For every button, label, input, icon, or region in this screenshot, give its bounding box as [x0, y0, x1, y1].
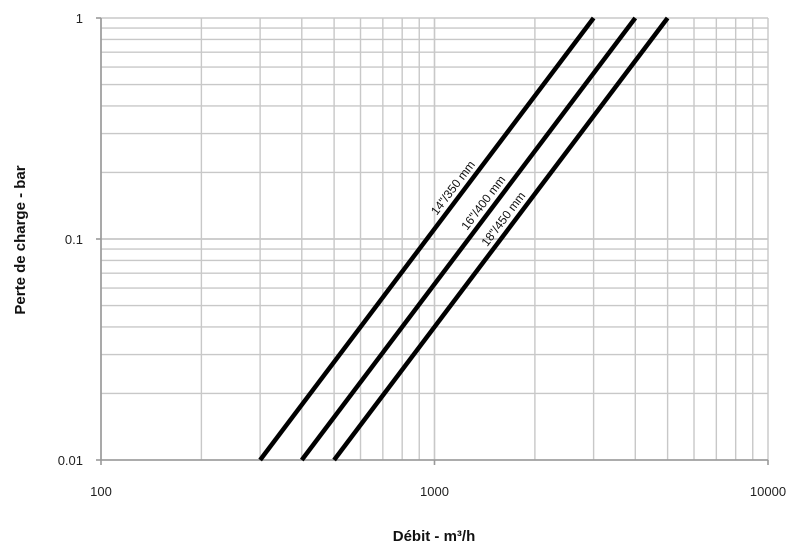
x-tick-label: 100: [90, 484, 112, 499]
y-tick-label: 0.1: [65, 232, 83, 247]
grid: [101, 18, 768, 460]
y-tick-labels: 0.01 0.1 1: [58, 11, 83, 468]
x-tick-labels: 100 1000 10000: [90, 484, 786, 499]
x-tick-label: 10000: [750, 484, 786, 499]
y-tick-label: 0.01: [58, 453, 83, 468]
y-axis-title: Perte de charge - bar: [12, 165, 29, 314]
y-tick-label: 1: [76, 11, 83, 26]
x-axis-title: Débit - m³/h: [393, 528, 476, 545]
x-tick-label: 1000: [420, 484, 449, 499]
